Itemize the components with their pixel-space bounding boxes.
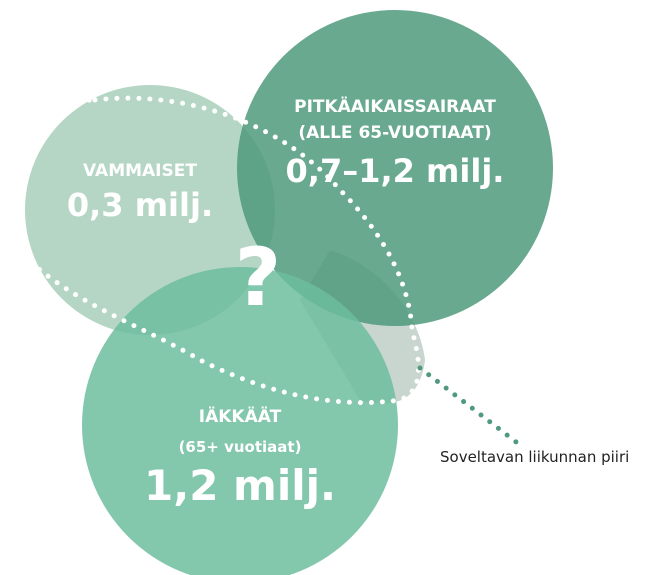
node-subtitle: (65+ vuotiaat) — [179, 438, 302, 456]
question-mark: ? — [235, 231, 281, 324]
node-title: VAMMAISET — [83, 161, 197, 181]
node-value: 1,2 milj. — [144, 461, 336, 510]
node-title: IÄKKÄÄT — [199, 405, 282, 427]
node-value: 0,7–1,2 milj. — [286, 152, 505, 190]
circle-elderly — [82, 267, 398, 575]
dotted-outline — [16, 95, 421, 406]
circle-chronic — [237, 10, 553, 326]
dotted-tail — [417, 365, 523, 448]
node-subtitle: (ALLE 65-VUOTIAAT) — [298, 123, 491, 143]
node-title: PITKÄAIKAISSAIRAAT — [294, 95, 496, 117]
node-value: 0,3 milj. — [67, 186, 213, 224]
legend-label: Soveltavan liikunnan piiri — [440, 448, 629, 466]
